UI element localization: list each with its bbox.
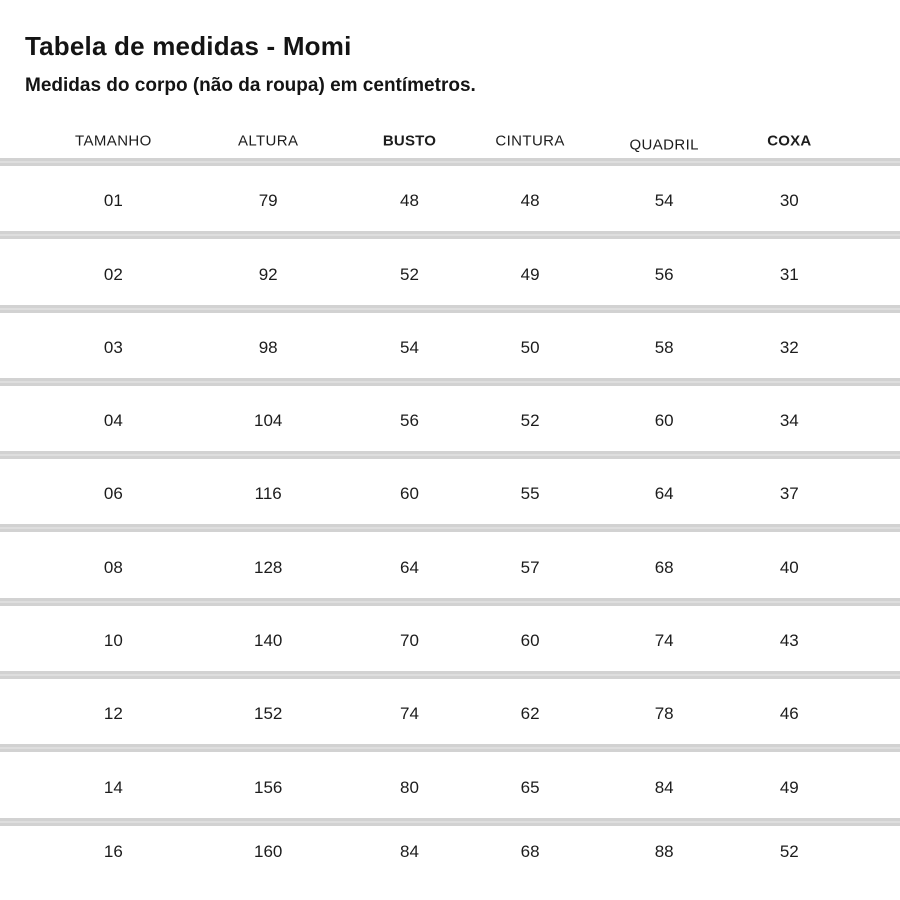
table-cell-coxa: 31 (779, 264, 799, 284)
table-cell-altura: 92 (258, 264, 278, 284)
table-row: 10 140 70 60 74 43 (0, 605, 900, 672)
table-row: 14 156 80 65 84 49 (0, 752, 900, 818)
table-cell-altura: 160 (254, 841, 283, 861)
table-cell-tamanho: 02 (103, 264, 123, 284)
table-cell-busto: 52 (400, 264, 419, 284)
table-cell-tamanho: 06 (103, 484, 123, 504)
table-row: 02 92 52 49 56 31 (0, 239, 900, 305)
table-cell-tamanho: 08 (103, 557, 123, 577)
row-separator (0, 817, 900, 826)
column-header-row: TAMANHO ALTURA BUSTO CINTURA QUADRIL COX… (0, 124, 900, 158)
table-cell-quadril: 88 (654, 841, 674, 861)
table-cell-busto: 48 (400, 191, 419, 211)
table-cell-coxa: 52 (779, 841, 799, 861)
row-separator (0, 377, 900, 386)
table-cell-coxa: 46 (779, 704, 799, 724)
table-row: 04 104 56 52 60 34 (0, 385, 900, 452)
table-cell-coxa: 30 (779, 191, 799, 211)
table-row: 08 128 64 57 68 40 (0, 532, 900, 598)
table-cell-cintura: 68 (520, 841, 540, 861)
table-cell-cintura: 55 (520, 484, 540, 504)
table-cell-cintura: 65 (520, 777, 540, 797)
column-header-cintura: CINTURA (495, 132, 565, 150)
table-cell-coxa: 32 (779, 337, 799, 357)
table-cell-coxa: 43 (779, 631, 799, 651)
table-cell-tamanho: 16 (103, 841, 123, 861)
table-cell-cintura: 62 (520, 704, 540, 724)
table-cell-altura: 128 (254, 557, 283, 577)
table-cell-quadril: 64 (654, 484, 674, 504)
row-separator (0, 451, 900, 460)
table-cell-quadril: 68 (654, 557, 674, 577)
table-cell-quadril: 84 (654, 777, 674, 797)
column-header-tamanho: TAMANHO (75, 132, 152, 150)
column-header-quadril: QUADRIL (629, 136, 699, 154)
table-cell-busto: 70 (400, 631, 419, 651)
row-separator (0, 304, 900, 313)
page-title: Tabela de medidas - Momi (25, 31, 352, 61)
header-block: Tabela de medidas - Momi Medidas do corp… (0, 0, 900, 158)
table-cell-cintura: 57 (520, 557, 540, 577)
table-cell-altura: 79 (258, 191, 278, 211)
row-separator (0, 671, 900, 680)
table-cell-cintura: 60 (520, 631, 540, 651)
column-header-coxa: COXA (767, 132, 812, 150)
table-cell-altura: 140 (254, 631, 283, 651)
table-cell-tamanho: 01 (103, 191, 123, 211)
row-separator (0, 158, 900, 166)
table-row: 06 116 60 55 64 37 (0, 459, 900, 525)
table-cell-coxa: 34 (779, 411, 799, 431)
column-header-altura: ALTURA (237, 132, 299, 150)
table-cell-cintura: 52 (520, 411, 540, 431)
table-row: 01 79 48 48 54 30 (0, 166, 900, 232)
table-cell-altura: 98 (258, 337, 278, 357)
table-cell-quadril: 56 (654, 264, 674, 284)
table-cell-coxa: 40 (779, 557, 799, 577)
table-cell-cintura: 49 (520, 264, 540, 284)
row-separator (0, 524, 900, 533)
table-cell-quadril: 58 (654, 337, 674, 357)
table-cell-cintura: 50 (520, 337, 540, 357)
table-cell-quadril: 60 (654, 411, 674, 431)
table-cell-tamanho: 12 (103, 704, 123, 724)
table-cell-quadril: 54 (654, 191, 674, 211)
column-header-busto: BUSTO (382, 132, 437, 150)
table-cell-busto: 56 (400, 411, 419, 431)
row-separator (0, 744, 900, 753)
row-separator (0, 597, 900, 606)
table-cell-tamanho: 03 (103, 337, 123, 357)
table-cell-coxa: 37 (779, 484, 799, 504)
table-row: 03 98 54 50 58 32 (0, 312, 900, 378)
table-cell-altura: 104 (254, 411, 283, 431)
row-separator (0, 231, 900, 240)
table-cell-altura: 156 (254, 777, 283, 797)
page-subtitle: Medidas do corpo (não da roupa) em centí… (25, 75, 476, 96)
table-cell-tamanho: 04 (103, 411, 123, 431)
table-row: 12 152 74 62 78 46 (0, 679, 900, 745)
table-cell-busto: 74 (400, 704, 419, 724)
table-cell-altura: 116 (254, 484, 282, 504)
table-cell-quadril: 78 (654, 704, 674, 724)
table-cell-quadril: 74 (654, 631, 674, 651)
table-cell-busto: 80 (400, 777, 419, 797)
table-cell-tamanho: 10 (103, 631, 123, 651)
table-cell-cintura: 48 (520, 191, 540, 211)
table-cell-busto: 54 (400, 337, 419, 357)
table-cell-busto: 64 (400, 557, 419, 577)
table-cell-busto: 60 (400, 484, 419, 504)
table-cell-coxa: 49 (779, 777, 799, 797)
table-cell-altura: 152 (254, 704, 283, 724)
table-row: 16 160 84 68 88 52 (0, 825, 900, 900)
table-cell-tamanho: 14 (103, 777, 123, 797)
table-cell-busto: 84 (400, 841, 419, 861)
